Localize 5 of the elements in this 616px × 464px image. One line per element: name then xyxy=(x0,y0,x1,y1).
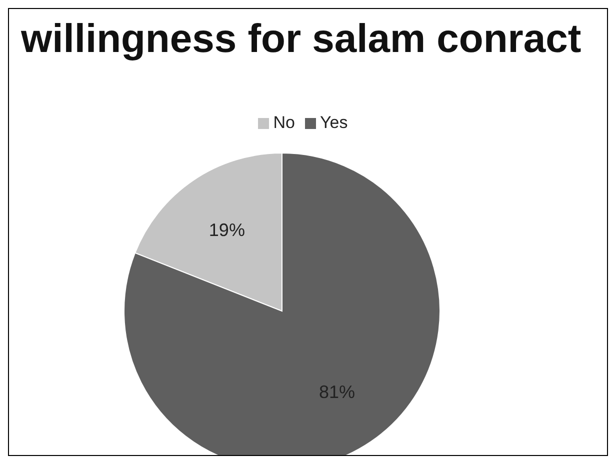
data-label: 81% xyxy=(319,382,356,402)
legend-label: No xyxy=(273,113,295,132)
data-label: 19% xyxy=(208,220,245,240)
chart-title: willingness for salam conract xyxy=(20,16,582,62)
legend-label: Yes xyxy=(320,113,348,132)
